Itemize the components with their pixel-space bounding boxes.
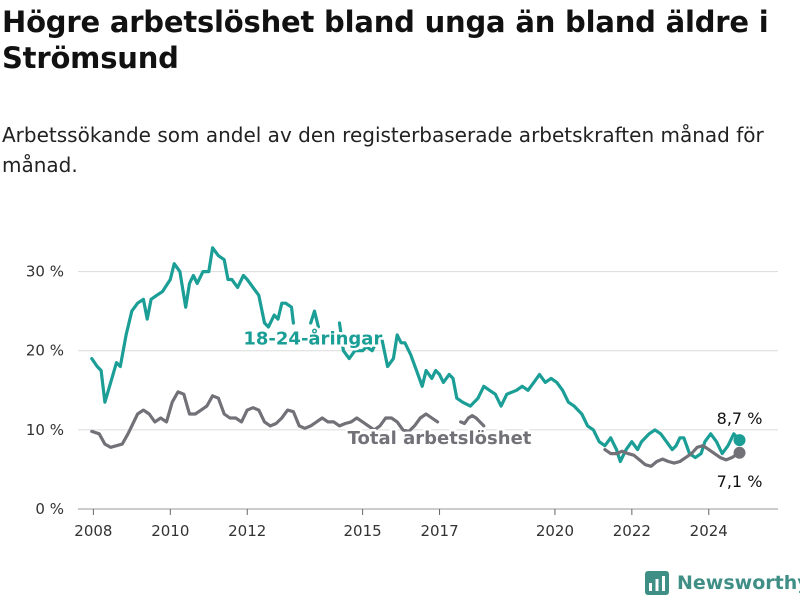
- x-tick-label: 2017: [420, 522, 458, 540]
- end-value-label: 8,7 %: [717, 409, 763, 428]
- x-tick-label: 2015: [344, 522, 382, 540]
- x-tick-label: 2022: [613, 522, 651, 540]
- y-tick-label: 30 %: [26, 263, 64, 281]
- chart-title: Högre arbetslöshet bland unga än bland ä…: [2, 5, 769, 75]
- x-tick-label: 2008: [74, 522, 112, 540]
- y-tick-label: 10 %: [26, 421, 64, 439]
- gridlines: [78, 271, 778, 510]
- series-end-point: [733, 434, 746, 447]
- brand-name: Newsworthy: [677, 572, 800, 594]
- series-label: 18-24-åringar: [243, 327, 382, 349]
- x-tick-label: 2010: [151, 522, 189, 540]
- chart-subtitle: Arbetssökande som andel av den registerb…: [2, 123, 764, 177]
- x-tick-label: 2024: [690, 522, 728, 540]
- end-value-label: 7,1 %: [717, 472, 763, 491]
- series-label-halo: Total arbetslöshet: [348, 428, 532, 449]
- series-label-halo: 18-24-åringar: [243, 327, 382, 349]
- series-end-point: [733, 446, 746, 459]
- series-line-total: [90, 390, 742, 468]
- axes: 0 % 10 % 20 % 30 % 2008 2010 2012 2015 2017 2020 2…: [26, 263, 728, 540]
- x-tick-label: 2020: [536, 522, 574, 540]
- y-tick-label: 20 %: [26, 342, 64, 360]
- y-tick-label: 0 %: [35, 500, 64, 518]
- x-tick-label: 2012: [228, 522, 266, 540]
- series-lines: [90, 246, 746, 468]
- newsworthy-brand: Newsworthy: [645, 568, 800, 598]
- series-label: Total arbetslöshet: [348, 428, 532, 449]
- series-line-youth: [90, 246, 742, 464]
- chart-logo-icon: [645, 571, 669, 595]
